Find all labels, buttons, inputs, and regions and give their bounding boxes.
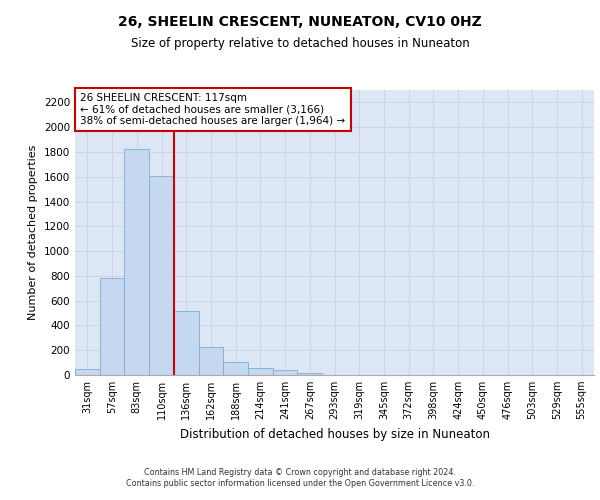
Text: Contains HM Land Registry data © Crown copyright and database right 2024.
Contai: Contains HM Land Registry data © Crown c…	[126, 468, 474, 487]
Bar	[100, 278, 124, 375]
Bar	[149, 176, 174, 375]
Bar	[298, 372, 322, 375]
Text: Size of property relative to detached houses in Nuneaton: Size of property relative to detached ho…	[131, 38, 469, 51]
Y-axis label: Number of detached properties: Number of detached properties	[28, 145, 38, 320]
X-axis label: Distribution of detached houses by size in Nuneaton: Distribution of detached houses by size …	[179, 428, 490, 440]
Bar	[199, 346, 223, 375]
Bar	[75, 369, 100, 375]
Bar	[223, 362, 248, 375]
Text: 26, SHEELIN CRESCENT, NUNEATON, CV10 0HZ: 26, SHEELIN CRESCENT, NUNEATON, CV10 0HZ	[118, 15, 482, 29]
Bar	[174, 310, 199, 375]
Bar	[248, 368, 273, 375]
Bar	[124, 150, 149, 375]
Text: 26 SHEELIN CRESCENT: 117sqm
← 61% of detached houses are smaller (3,166)
38% of : 26 SHEELIN CRESCENT: 117sqm ← 61% of det…	[80, 93, 346, 126]
Bar	[273, 370, 298, 375]
